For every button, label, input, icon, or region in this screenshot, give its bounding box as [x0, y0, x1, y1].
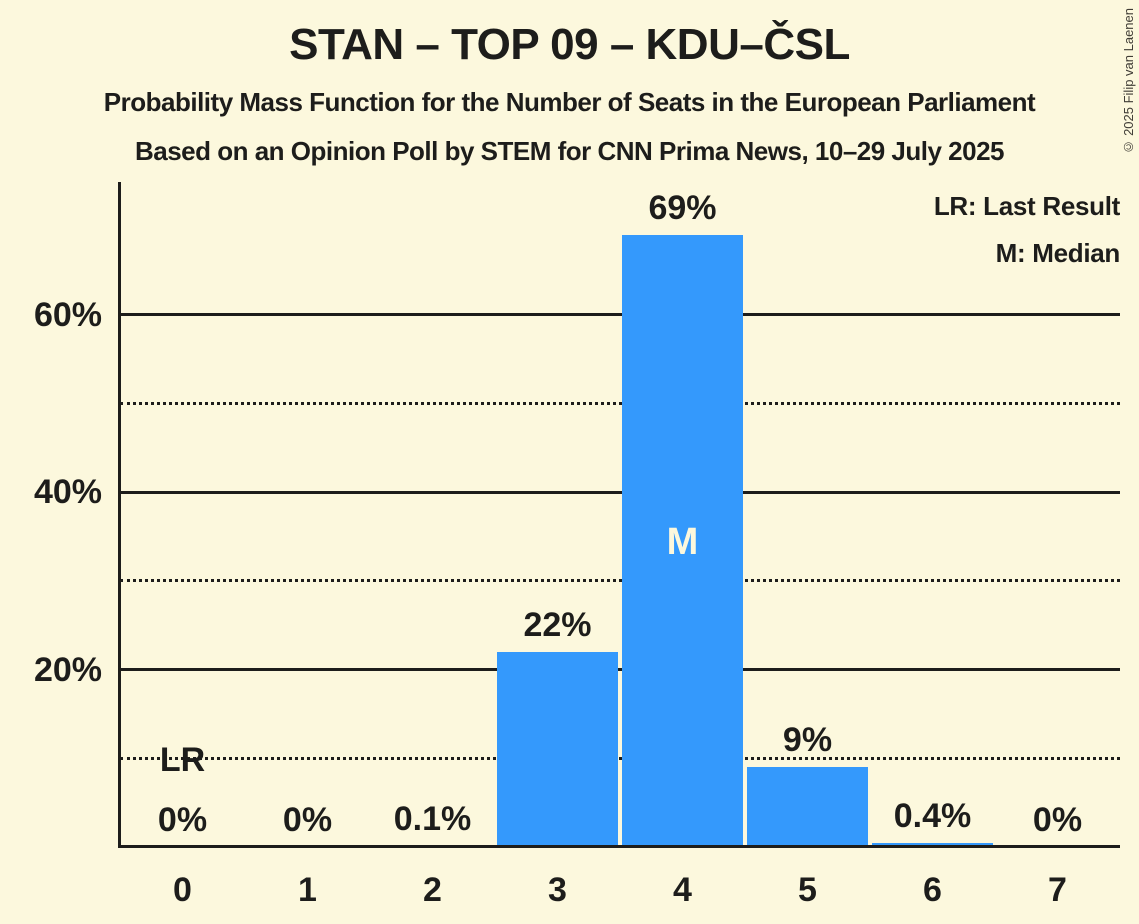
- bar-value-label-5: 9%: [782, 721, 833, 760]
- median-marker: M: [666, 521, 699, 563]
- bar-value-label-0: 0%: [157, 801, 208, 839]
- x-tick-label-7: 7: [1048, 871, 1067, 909]
- chart-source-line: Based on an Opinion Poll by STEM for CNN…: [134, 136, 1005, 166]
- legend-last-result: LR: Last Result: [933, 191, 1120, 221]
- gridline-solid-40: [120, 490, 1120, 494]
- x-axis-line: [118, 845, 1120, 848]
- gridline-dotted-10: [120, 756, 1120, 760]
- bar-value-label-1: 0%: [282, 801, 333, 839]
- x-tick-label-5: 5: [798, 871, 817, 909]
- x-tick-label-2: 2: [423, 871, 442, 909]
- x-tick-label-1: 1: [298, 871, 317, 909]
- bar-seat-3: [497, 651, 618, 847]
- bar-seat-5: [747, 767, 868, 847]
- bar-value-label-2: 0.1%: [393, 800, 472, 839]
- x-tick-label-6: 6: [923, 871, 942, 909]
- x-tick-label-4: 4: [673, 871, 692, 909]
- legend-median: M: Median: [995, 238, 1121, 268]
- bar-value-label-3: 22%: [523, 605, 592, 644]
- gridline-dotted-50: [120, 401, 1120, 405]
- gridline-solid-20: [120, 668, 1120, 671]
- last-result-marker: LR: [159, 741, 206, 779]
- bar-value-label-7: 0%: [1032, 801, 1083, 839]
- y-axis-line: [118, 182, 121, 848]
- gridline-solid-60: [120, 313, 1120, 316]
- x-tick-label-3: 3: [548, 871, 567, 909]
- y-tick-label-60: 60%: [33, 295, 102, 334]
- legend: LR: Last Result M: Median: [934, 183, 1120, 277]
- chart-title: STAN – TOP 09 – KDU–ČSL: [289, 20, 850, 69]
- y-tick-label-20: 20%: [33, 650, 102, 689]
- x-tick-label-0: 0: [173, 871, 192, 909]
- y-tick-label-40: 40%: [33, 473, 102, 511]
- gridline-dotted-30: [120, 579, 1120, 583]
- bar-value-label-4: 69%: [648, 188, 717, 227]
- bar-value-label-6: 0.4%: [893, 797, 972, 836]
- chart-subtitle: Probability Mass Function for the Number…: [103, 87, 1036, 117]
- bar-seat-4: [622, 234, 743, 847]
